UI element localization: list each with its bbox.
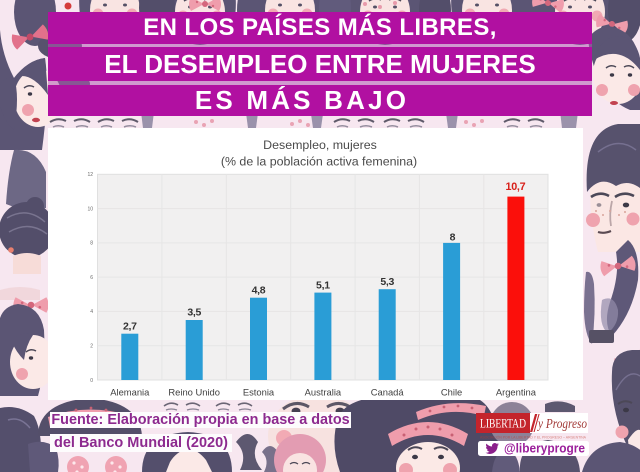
svg-text:@liberyprogre: @liberyprogre (504, 442, 585, 456)
svg-text:y Progreso: y Progreso (536, 417, 587, 432)
svg-text:Argentina: Argentina (496, 387, 537, 398)
svg-text:6: 6 (90, 275, 93, 281)
svg-text:(% de la población activa feme: (% de la población activa femenina) (221, 155, 417, 169)
svg-text:2,7: 2,7 (123, 320, 137, 332)
svg-text:8: 8 (450, 232, 456, 244)
svg-text:5,3: 5,3 (380, 276, 394, 288)
svg-text:Reino Unido: Reino Unido (168, 387, 220, 398)
svg-text:3,5: 3,5 (187, 307, 201, 319)
svg-text:4,8: 4,8 (252, 284, 266, 296)
svg-text:Australia: Australia (305, 387, 342, 398)
svg-text:Estonia: Estonia (243, 387, 275, 398)
svg-text:5,1: 5,1 (316, 279, 330, 291)
svg-text:12: 12 (87, 172, 93, 178)
svg-text:Chile: Chile (441, 387, 462, 398)
svg-text:LIBERTAD: LIBERTAD (480, 416, 526, 431)
svg-text:ASOCIACIÓN POR LA LIBERTAD Y E: ASOCIACIÓN POR LA LIBERTAD Y EL PROGRESO… (480, 435, 587, 440)
svg-text:2: 2 (90, 344, 93, 350)
svg-text:10,7: 10,7 (505, 181, 525, 193)
svg-text:0: 0 (90, 378, 93, 384)
svg-text:Canadá: Canadá (371, 387, 405, 398)
svg-text:4: 4 (90, 309, 93, 315)
svg-text:10: 10 (87, 206, 93, 212)
svg-text:8: 8 (90, 241, 93, 247)
svg-text:Desempleo, mujeres: Desempleo, mujeres (263, 138, 377, 152)
svg-text:Alemania: Alemania (110, 387, 150, 398)
